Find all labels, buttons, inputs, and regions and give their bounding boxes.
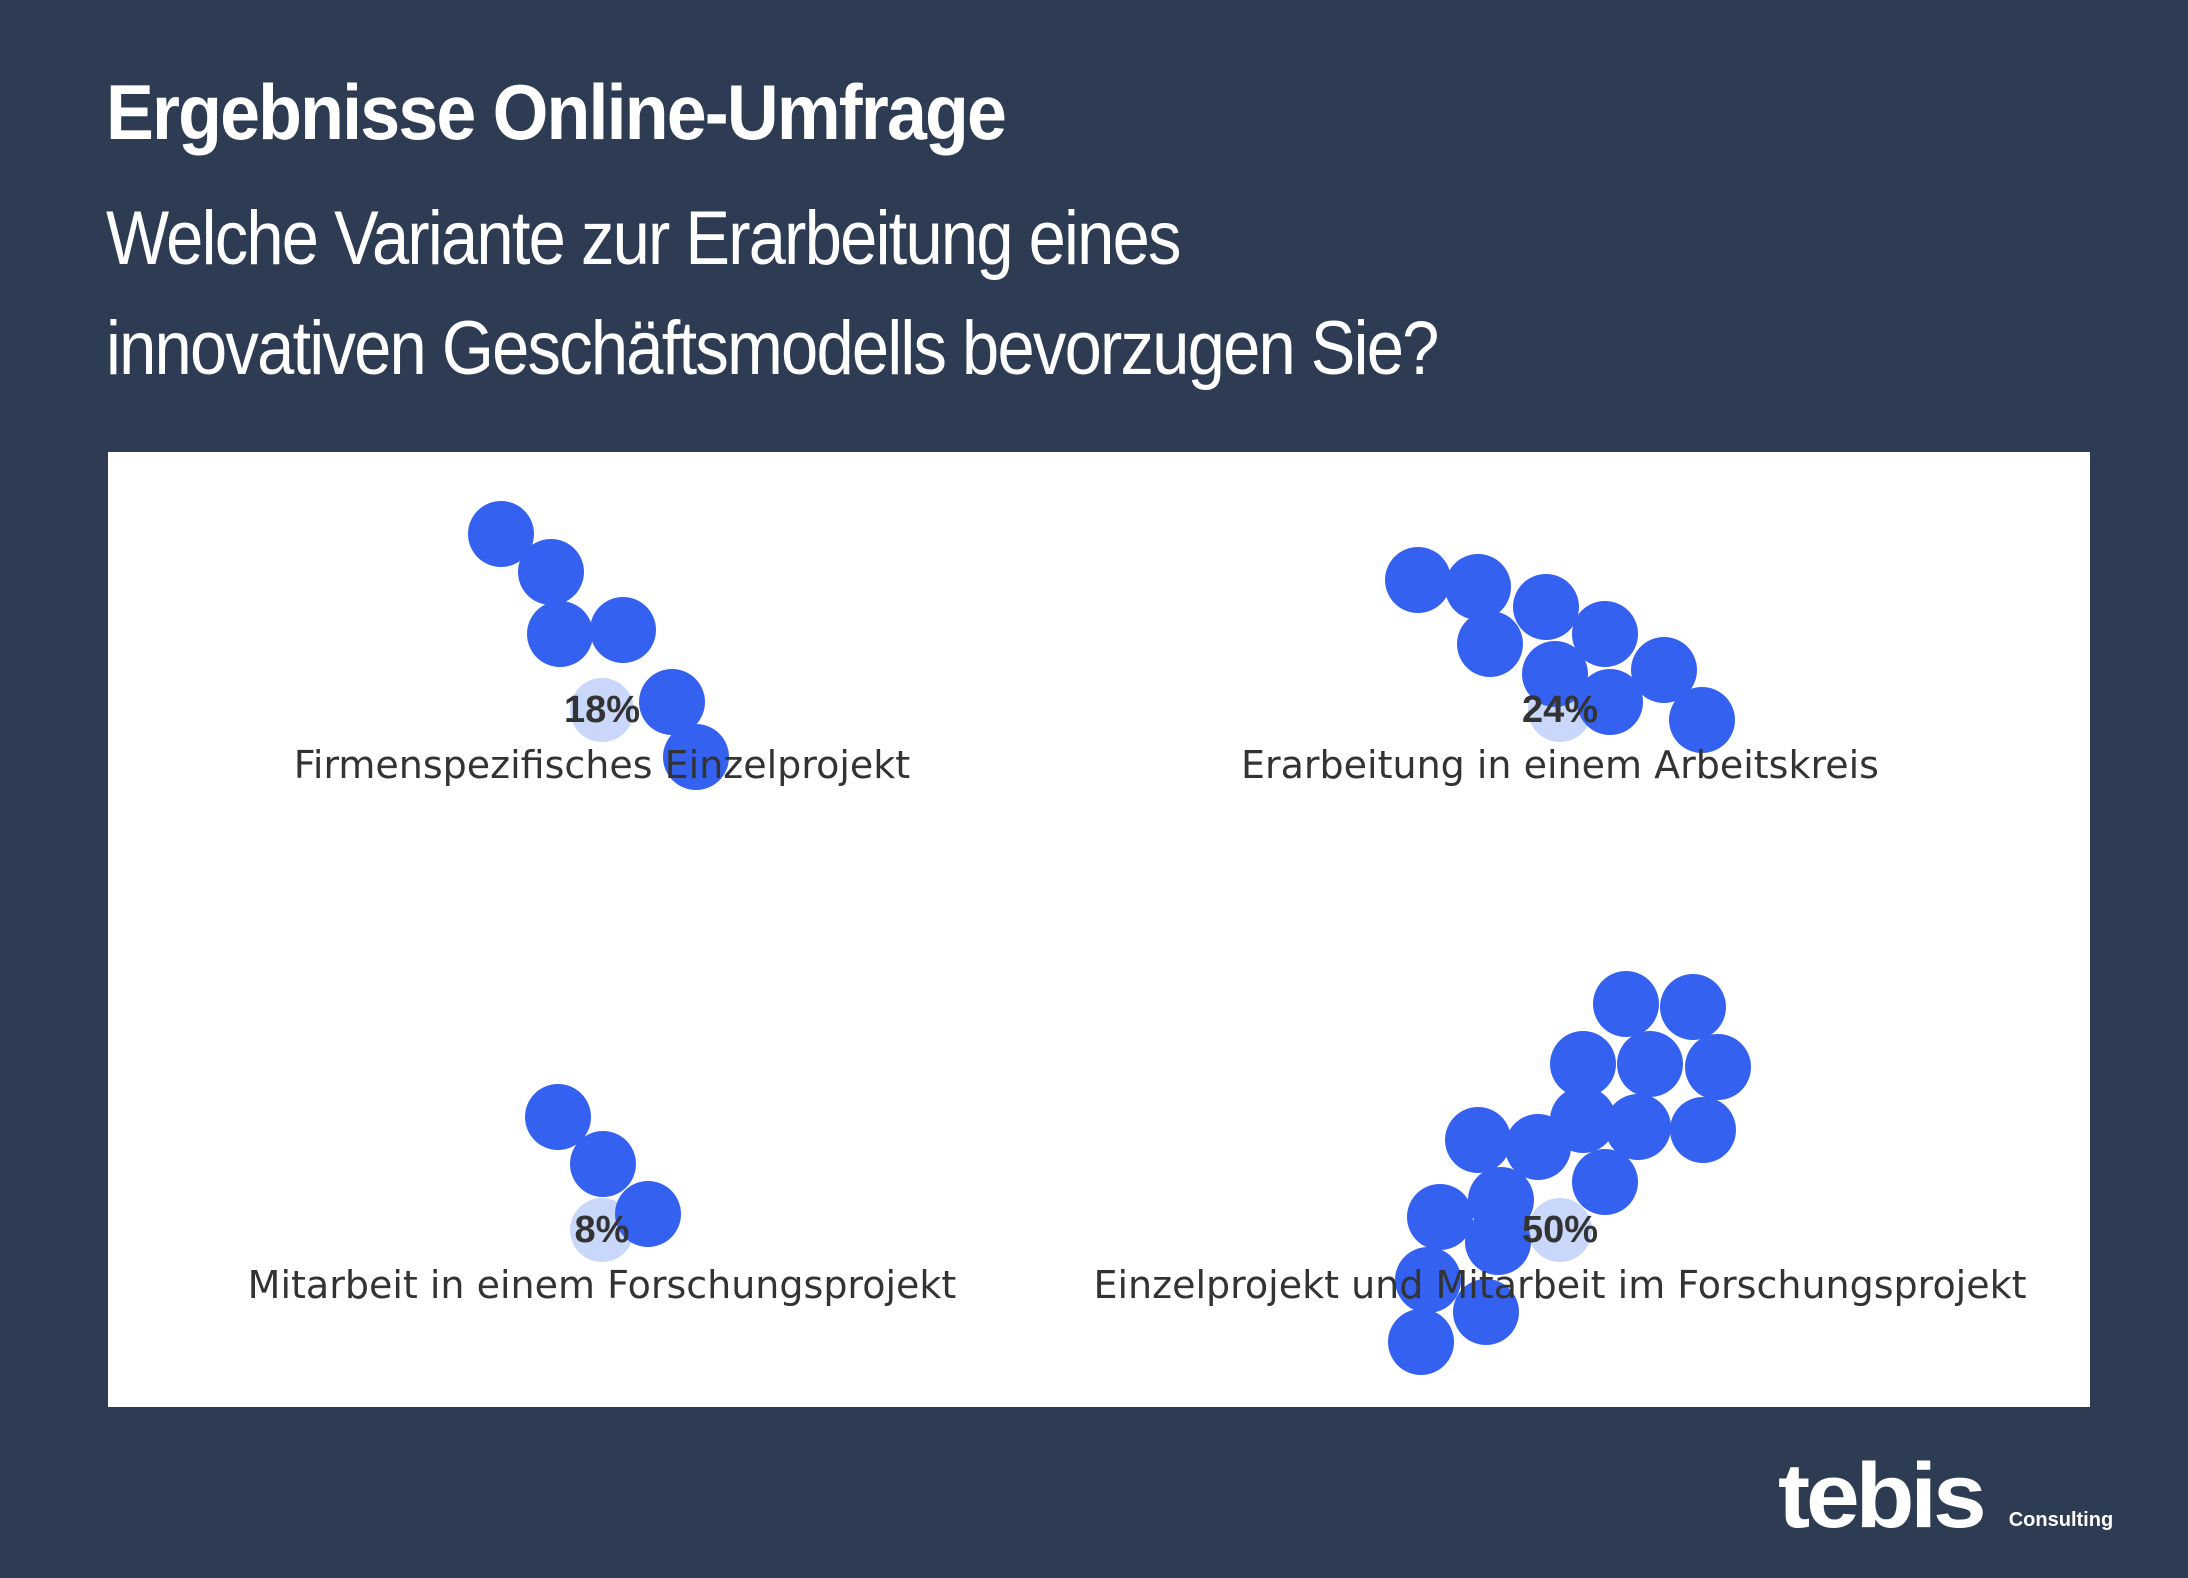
response-dot bbox=[1513, 574, 1579, 640]
logo-subtitle: Consulting bbox=[2008, 1509, 2114, 1531]
response-dot bbox=[1445, 554, 1511, 620]
category-label: Firmenspezifisches Einzelprojekt bbox=[294, 743, 910, 787]
response-dot bbox=[663, 724, 729, 790]
cluster-1: 18% Firmenspezifisches Einzelprojekt bbox=[294, 501, 910, 790]
survey-question-line-1: Welche Variante zur Erarbeitung eines bbox=[106, 196, 1181, 281]
value-bubble bbox=[570, 678, 634, 742]
response-dot bbox=[468, 501, 534, 567]
category-label: Mitarbeit in einem Forschungsprojekt bbox=[248, 1263, 957, 1307]
response-dot bbox=[1631, 637, 1697, 703]
response-dot bbox=[527, 601, 593, 667]
response-dot bbox=[1572, 601, 1638, 667]
response-dot bbox=[1407, 1184, 1473, 1250]
page-title: Ergebnisse Online-Umfrage bbox=[106, 68, 1007, 156]
value-label: 50% bbox=[1522, 1209, 1598, 1251]
bubble-chart: 18% Firmenspezifisches Einzelprojekt 24% Er… bbox=[248, 501, 2027, 1375]
value-label: 8% bbox=[575, 1209, 630, 1251]
response-dot bbox=[1685, 1034, 1751, 1100]
response-dot bbox=[1457, 611, 1523, 677]
cluster-4: 50% Einzelprojekt und Mitarbeit im Forsch… bbox=[1093, 971, 2027, 1375]
survey-question-line-2: innovativen Geschäftsmodells bevorzugen … bbox=[106, 306, 1439, 391]
survey-question: Welche Variante zur Erarbeitung eines in… bbox=[106, 184, 1602, 404]
response-dot bbox=[1669, 687, 1735, 753]
response-dot bbox=[1572, 1149, 1638, 1215]
response-dot bbox=[1605, 1094, 1671, 1160]
response-dot bbox=[1385, 547, 1451, 613]
value-label: 18% bbox=[564, 689, 640, 731]
response-dot bbox=[1395, 1247, 1461, 1313]
response-dot bbox=[1505, 1114, 1571, 1180]
response-dot bbox=[525, 1084, 591, 1150]
response-dot bbox=[1670, 1097, 1736, 1163]
category-label: Einzelprojekt und Mitarbeit im Forschung… bbox=[1093, 1263, 2026, 1307]
cluster-2: 24% Erarbeitung in einem Arbeitskreis bbox=[1241, 547, 1879, 787]
response-dot bbox=[1453, 1279, 1519, 1345]
value-label: 24% bbox=[1522, 689, 1598, 731]
response-dot bbox=[615, 1181, 681, 1247]
response-dot bbox=[1593, 971, 1659, 1037]
cluster-3: 8% Mitarbeit in einem Forschungsprojekt bbox=[248, 1084, 957, 1307]
response-dot bbox=[639, 669, 705, 735]
chart-panel: 18% Firmenspezifisches Einzelprojekt 24% Er… bbox=[108, 452, 2090, 1407]
response-dot bbox=[1550, 1031, 1616, 1097]
response-dot bbox=[1445, 1107, 1511, 1173]
response-dot bbox=[518, 539, 584, 605]
logo-wordmark: tebis bbox=[1778, 1445, 1987, 1547]
response-dot bbox=[1660, 974, 1726, 1040]
response-dot bbox=[1465, 1209, 1531, 1275]
response-dot bbox=[1577, 669, 1643, 735]
company-logo: tebis Consulting bbox=[1778, 1445, 2114, 1547]
response-dot bbox=[1388, 1309, 1454, 1375]
response-dot bbox=[590, 597, 656, 663]
response-dot bbox=[570, 1131, 636, 1197]
response-dot bbox=[1617, 1031, 1683, 1097]
category-label: Erarbeitung in einem Arbeitskreis bbox=[1241, 743, 1879, 787]
value-bubble bbox=[1528, 1198, 1592, 1262]
response-dot bbox=[1522, 641, 1588, 707]
